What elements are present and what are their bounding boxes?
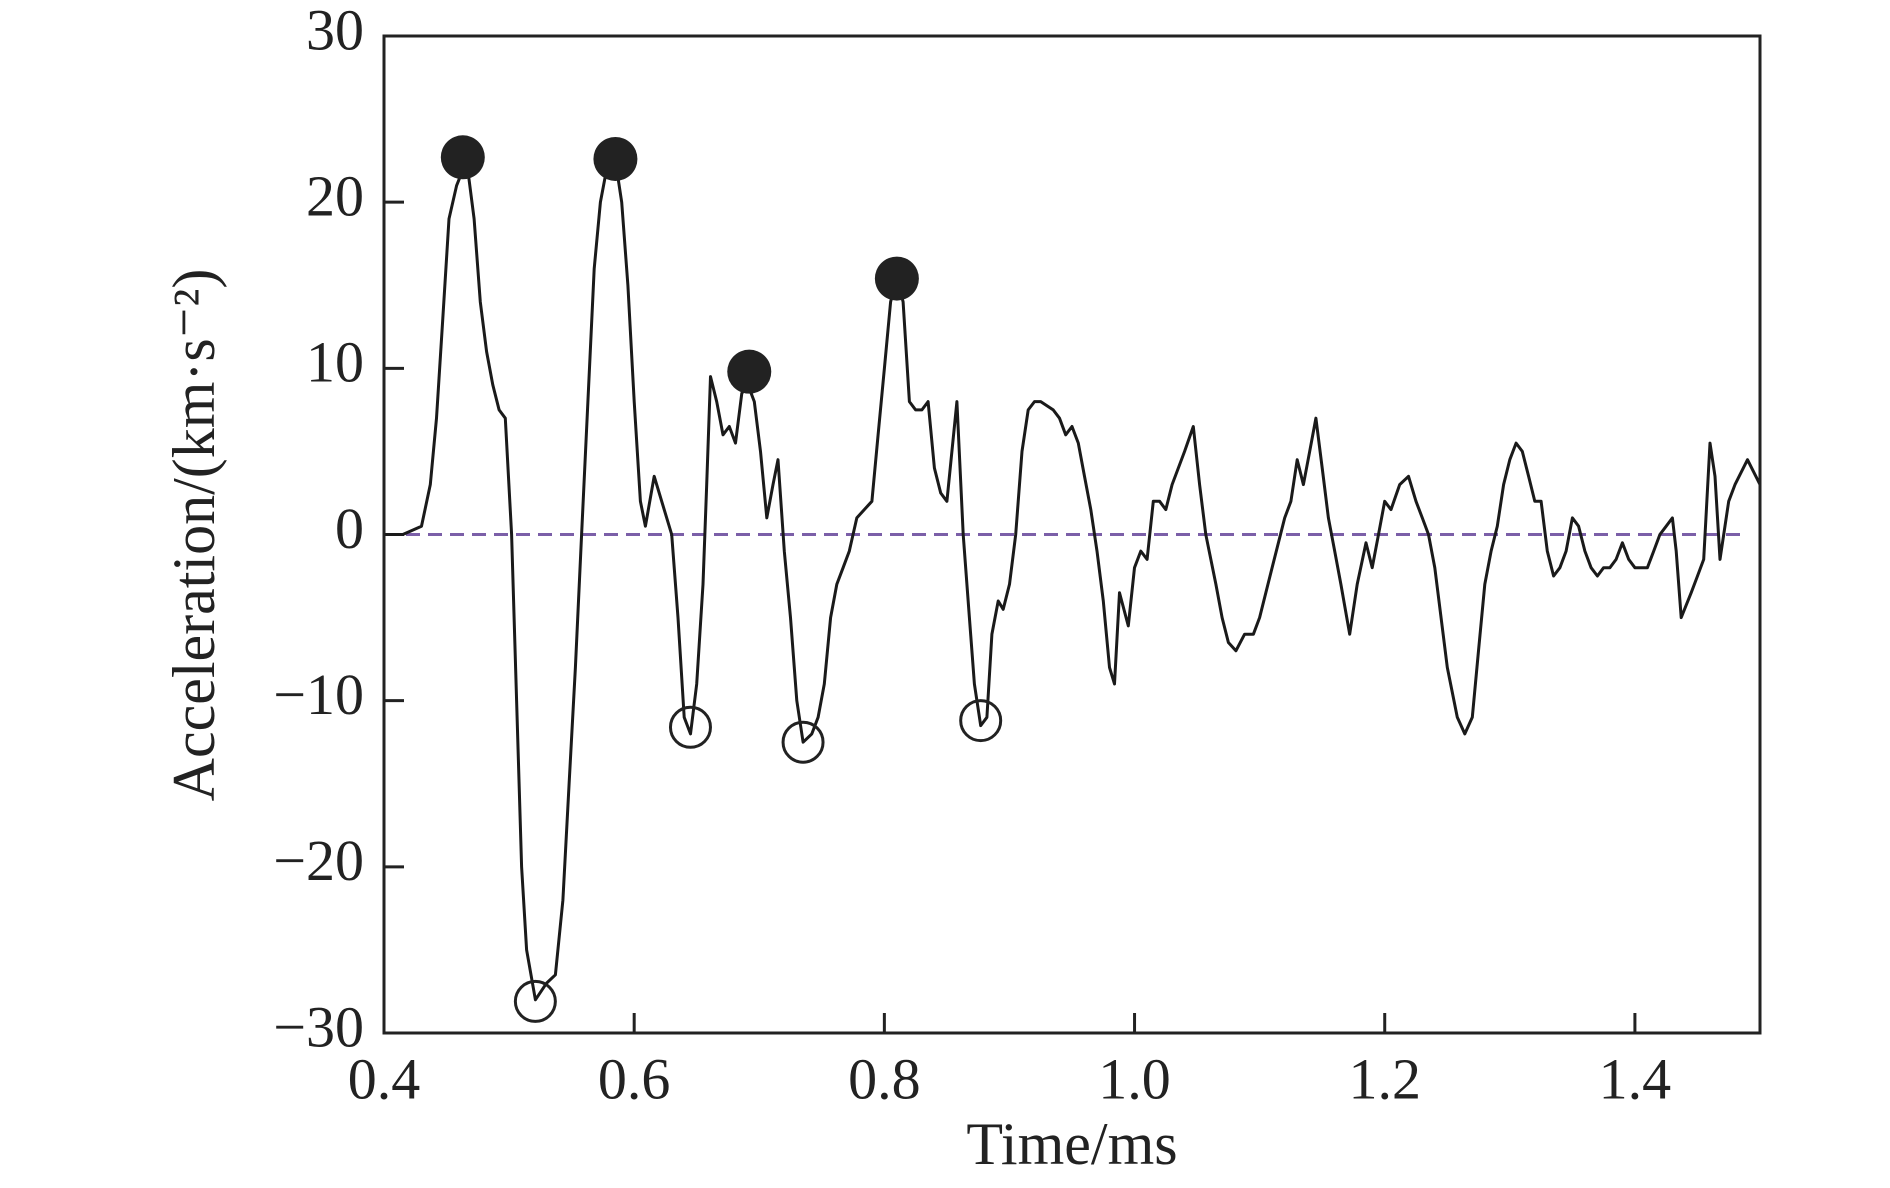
peak-marker bbox=[727, 349, 772, 394]
y-tick-label: 10 bbox=[306, 330, 364, 395]
y-tick-label: −20 bbox=[273, 828, 364, 893]
x-tick-label: 0.8 bbox=[848, 1046, 921, 1111]
y-tick-label: 0 bbox=[335, 496, 364, 561]
y-tick-label: 30 bbox=[306, 0, 364, 62]
x-tick-label: 1.4 bbox=[1599, 1046, 1672, 1111]
y-axis-label: Acceleration/(km·s⁻²) bbox=[161, 269, 227, 802]
trough-marker bbox=[668, 705, 712, 749]
y-tick-label: −10 bbox=[273, 662, 364, 727]
x-tick-label: 0.4 bbox=[348, 1046, 421, 1111]
peak-marker bbox=[593, 136, 638, 181]
plot-frame bbox=[382, 34, 1762, 1035]
trough-marker bbox=[513, 979, 557, 1023]
x-axis-label: Time/ms bbox=[966, 1111, 1177, 1177]
x-tick-label: 1.0 bbox=[1098, 1046, 1171, 1111]
signal-line bbox=[384, 159, 1762, 1002]
trough-marker bbox=[781, 720, 825, 764]
x-tick-label: 1.2 bbox=[1348, 1046, 1421, 1111]
x-tick-label: 0.6 bbox=[598, 1046, 671, 1111]
peak-marker bbox=[874, 256, 919, 301]
trough-marker bbox=[959, 699, 1003, 743]
y-tick-label: 20 bbox=[306, 163, 364, 228]
y-tick-label: −30 bbox=[273, 994, 364, 1059]
peak-marker bbox=[440, 135, 485, 180]
